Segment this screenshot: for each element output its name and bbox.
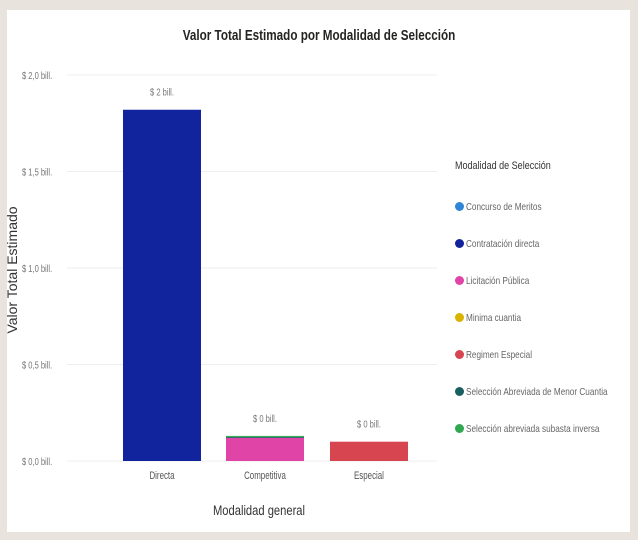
legend-item[interactable]: Contratación directa: [455, 225, 630, 262]
x-tick-label: Especial: [354, 470, 384, 483]
y-axis-label: Valor Total Estimado: [7, 206, 20, 333]
x-axis-label: Modalidad general: [213, 503, 305, 518]
legend-item[interactable]: Concurso de Meritos: [455, 188, 630, 225]
chart-title: Valor Total Estimado por Modalidad de Se…: [183, 27, 456, 44]
y-tick-label: $ 0,5 bill.: [22, 359, 52, 370]
chart-card: Valor Total Estimado por Modalidad de Se…: [7, 10, 630, 532]
legend-item[interactable]: Regimen Especial: [455, 336, 630, 373]
legend-label: Licitación Pública: [466, 274, 530, 287]
legend: Modalidad de Selección Concurso de Merit…: [455, 160, 630, 447]
bar-regimen-especial: [330, 441, 408, 461]
y-tick-label: $ 2,0 bill.: [22, 70, 52, 81]
data-label: $ 2 bill.: [150, 87, 174, 98]
bar-selecci-n-abreviada-de-menor-cuantia: [226, 436, 304, 438]
y-tick-label: $ 1,0 bill.: [22, 263, 52, 274]
legend-item[interactable]: Selección Abreviada de Menor Cuantia: [455, 373, 630, 410]
legend-color-dot: [455, 424, 464, 433]
legend-color-dot: [455, 387, 464, 396]
legend-item[interactable]: Licitación Pública: [455, 262, 630, 299]
legend-color-dot: [455, 239, 464, 248]
x-tick-label: Directa: [149, 470, 175, 483]
legend-color-dot: [455, 313, 464, 322]
legend-title: Modalidad de Selección: [455, 160, 551, 172]
bar-licitaci-n-p-blica: [226, 437, 304, 461]
data-label: $ 0 bill.: [357, 419, 381, 430]
data-label: $ 0 bill.: [253, 413, 277, 424]
legend-color-dot: [455, 276, 464, 285]
y-tick-label: $ 1,5 bill.: [22, 166, 52, 177]
legend-color-dot: [455, 202, 464, 211]
legend-color-dot: [455, 350, 464, 359]
legend-label: Minima cuantia: [466, 311, 522, 324]
legend-label: Contratación directa: [466, 237, 540, 250]
legend-label: Selección abreviada subasta inversa: [466, 422, 600, 435]
bar-selecci-n-abreviada-subasta-inversa: [226, 435, 304, 437]
bar-chart: Valor Total Estimado por Modalidad de Se…: [7, 27, 456, 519]
legend-label: Concurso de Meritos: [466, 200, 542, 213]
x-tick-label: Competitiva: [244, 470, 286, 483]
y-tick-label: $ 0,0 bill.: [22, 456, 52, 467]
bar-contrataci-n-directa: [123, 109, 201, 462]
legend-item[interactable]: Minima cuantia: [455, 299, 630, 336]
legend-label: Selección Abreviada de Menor Cuantia: [466, 385, 608, 398]
legend-label: Regimen Especial: [466, 348, 533, 361]
legend-item[interactable]: Selección abreviada subasta inversa: [455, 410, 630, 447]
